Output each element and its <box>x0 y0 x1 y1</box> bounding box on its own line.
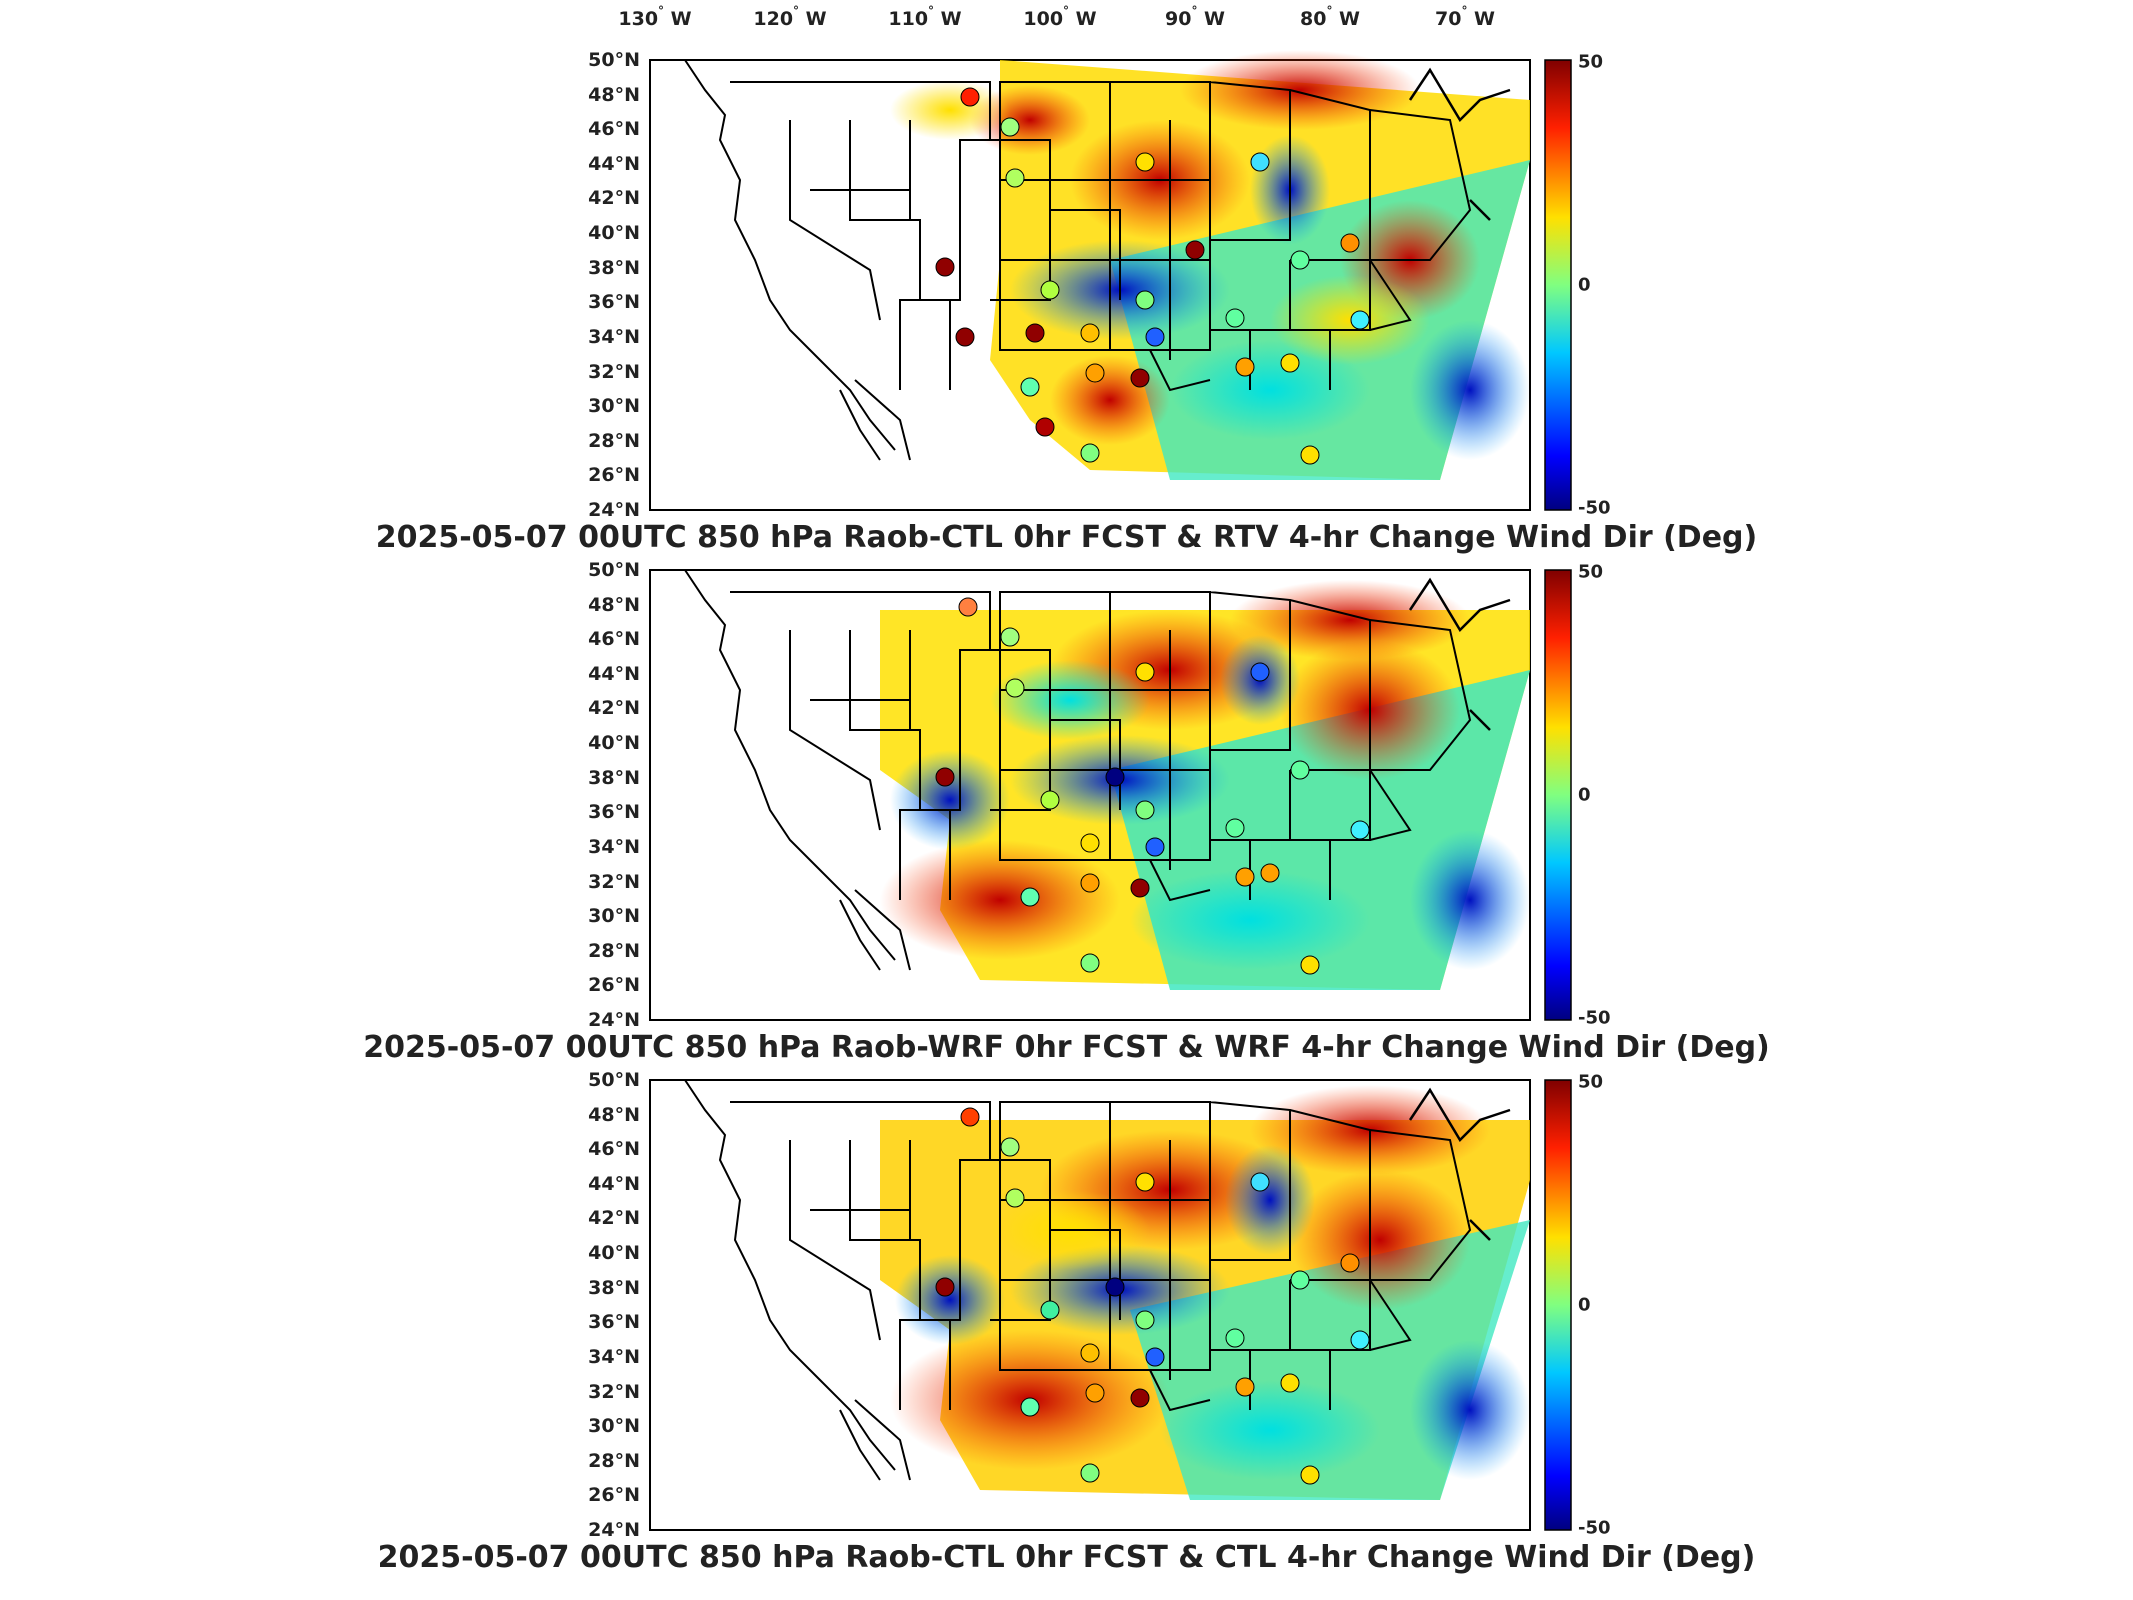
lat-label: 44°N <box>588 152 640 175</box>
lat-label: 38°N <box>588 766 640 789</box>
lat-label: 38°N <box>588 1276 640 1299</box>
lat-label: 46°N <box>588 1138 640 1161</box>
colorbar-2-mid-label: 0 <box>1578 784 1591 806</box>
lat-label: 24°N <box>588 499 640 521</box>
lat-label: 28°N <box>588 1449 640 1472</box>
lat-label: 30°N <box>588 905 640 928</box>
lon-label-90w: 90° W <box>1164 4 1226 30</box>
lat-label: 26°N <box>588 464 640 487</box>
lat-label: 46°N <box>588 118 640 141</box>
lat-label: 50°N <box>588 559 640 581</box>
colorbar-2 <box>1544 569 1572 1021</box>
colorbar-3-max-label: 50 <box>1578 1071 1604 1093</box>
panel-2-map <box>649 569 1531 1021</box>
colorbar-1-mid-label: 0 <box>1578 274 1591 296</box>
lon-label-130w: 130° W <box>618 4 692 30</box>
lon-label-80w: 80° W <box>1299 4 1361 30</box>
panel-2-title: 2025-05-07 00UTC 850 hPa Raob-WRF 0hr FC… <box>363 1030 1770 1065</box>
lat-label: 32°N <box>588 1380 640 1403</box>
lat-label: 28°N <box>588 939 640 962</box>
lat-label: 26°N <box>588 1484 640 1507</box>
lat-label: 24°N <box>588 1519 640 1541</box>
panel-1-title: 2025-05-07 00UTC 850 hPa Raob-CTL 0hr FC… <box>375 520 1758 555</box>
lat-label: 40°N <box>588 1242 640 1265</box>
lat-label: 30°N <box>588 1415 640 1438</box>
lat-label: 34°N <box>588 835 640 858</box>
lat-label: 40°N <box>588 222 640 245</box>
lat-label: 40°N <box>588 732 640 755</box>
lat-label: 36°N <box>588 1311 640 1334</box>
lat-label: 32°N <box>588 360 640 383</box>
colorbar-1-min-label: -50 <box>1578 497 1611 519</box>
panel-3-map <box>649 1079 1531 1531</box>
lat-label: 32°N <box>588 870 640 893</box>
lat-label: 24°N <box>588 1009 640 1031</box>
lat-label: 50°N <box>588 49 640 71</box>
lat-label: 44°N <box>588 662 640 685</box>
colorbar-1 <box>1544 59 1572 511</box>
lat-label: 42°N <box>588 1207 640 1230</box>
lon-label-100w: 100° W <box>1023 4 1097 30</box>
lat-label: 44°N <box>588 1172 640 1195</box>
lat-label: 28°N <box>588 429 640 452</box>
lat-label: 50°N <box>588 1069 640 1091</box>
lat-label: 42°N <box>588 697 640 720</box>
colorbar-1-max-label: 50 <box>1578 51 1604 73</box>
lon-label-110w: 110° W <box>888 4 962 30</box>
lat-label: 48°N <box>588 83 640 106</box>
lat-label: 48°N <box>588 1103 640 1126</box>
lat-label: 36°N <box>588 291 640 314</box>
lon-label-70w: 70° W <box>1434 4 1496 30</box>
lat-label: 30°N <box>588 395 640 418</box>
lat-label: 48°N <box>588 593 640 616</box>
lat-label: 36°N <box>588 801 640 824</box>
lat-label: 42°N <box>588 187 640 210</box>
lat-label: 38°N <box>588 256 640 279</box>
colorbar-3-min-label: -50 <box>1578 1517 1611 1539</box>
colorbar-2-max-label: 50 <box>1578 561 1604 583</box>
lat-label: 34°N <box>588 325 640 348</box>
panel-3-title: 2025-05-07 00UTC 850 hPa Raob-CTL 0hr FC… <box>377 1540 1756 1575</box>
lat-label: 46°N <box>588 628 640 651</box>
colorbar-3-mid-label: 0 <box>1578 1294 1591 1316</box>
colorbar-2-min-label: -50 <box>1578 1007 1611 1029</box>
colorbar-3 <box>1544 1079 1572 1531</box>
lat-label: 34°N <box>588 1345 640 1368</box>
panel-1-map <box>649 50 1531 511</box>
lat-label: 26°N <box>588 974 640 997</box>
lon-label-120w: 120° W <box>753 4 827 30</box>
